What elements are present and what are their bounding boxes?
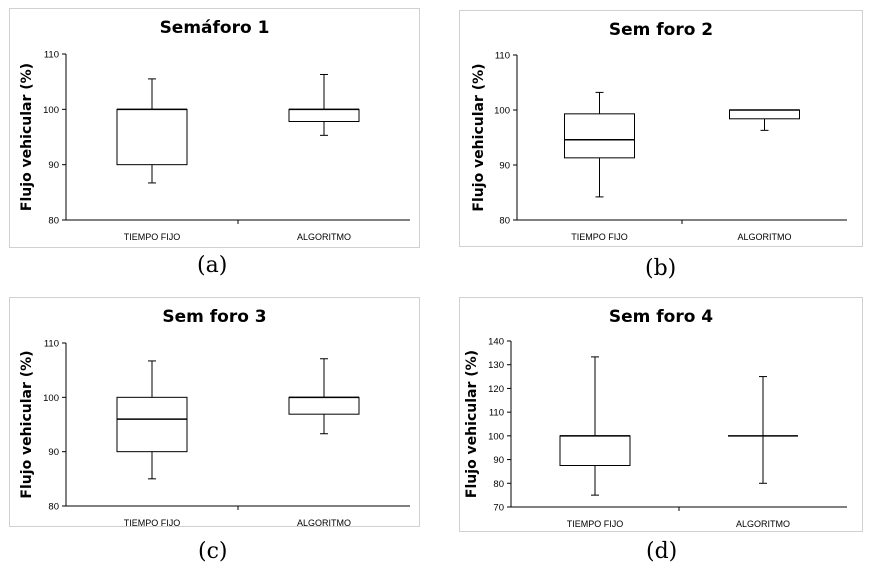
y-tick-label: 110	[44, 50, 59, 61]
y-tick-label: 80	[48, 216, 59, 227]
y-tick-label: 90	[48, 160, 59, 171]
x-category-label: ALGORITMO	[736, 519, 790, 529]
y-axis-label: Flujo vehicular (%)	[471, 63, 487, 211]
box-plot-algoritmo	[288, 73, 360, 136]
box-plot-tiempo-fijo	[116, 78, 188, 184]
x-category-label: TIEMPO FIJO	[567, 519, 624, 529]
iqr-box	[564, 113, 635, 159]
y-tick-label: 110	[44, 339, 59, 350]
chart-frame	[459, 297, 863, 532]
y-tick-label: 100	[43, 393, 59, 404]
y-tick-label: 120	[488, 384, 504, 395]
chart-panel-2: Sem foro 2 Flujo vehicular (%) 80 90 100 110 T…	[459, 10, 863, 247]
chart-panel-4: Sem foro 4 Flujo vehicular (%) 70 80 90 100 11…	[459, 297, 863, 532]
panel-caption-d: (d)	[646, 539, 678, 564]
y-tick-label: 110	[495, 51, 510, 62]
chart-frame	[459, 10, 863, 247]
y-axis-label: Flujo vehicular (%)	[19, 350, 35, 498]
iqr-box	[559, 435, 631, 467]
panel-caption-c: (c)	[198, 539, 228, 564]
y-tick-label: 110	[489, 408, 504, 419]
x-category-label: ALGORITMO	[737, 232, 791, 242]
box-plot-semaforo-1: Semáforo 1 Flujo vehicular (%) 80 90 100 110 T…	[9, 8, 420, 248]
y-tick-label: 90	[493, 455, 504, 466]
y-tick-label: 80	[499, 216, 510, 227]
box-plot-algoritmo	[728, 376, 798, 484]
box-plot-semaforo-4: Sem foro 4 Flujo vehicular (%) 70 80 90 100 11…	[459, 297, 863, 532]
box-plot-semaforo-3: Sem foro 3 Flujo vehicular (%) 80 90 100 110 T…	[9, 297, 420, 528]
y-tick-label: 90	[499, 161, 510, 172]
y-tick-label: 80	[48, 502, 59, 513]
panel-caption-a: (a)	[197, 253, 228, 278]
y-axis-label: Flujo vehicular (%)	[19, 63, 35, 211]
chart-panel-1: Semáforo 1 Flujo vehicular (%) 80 90 100 110 T…	[9, 8, 420, 248]
iqr-box	[288, 396, 360, 415]
y-tick-label: 100	[494, 106, 510, 117]
iqr-box	[729, 109, 800, 120]
chart-frame	[9, 297, 420, 527]
x-category-label: ALGORITMO	[297, 518, 351, 528]
chart-panel-3: Sem foro 3 Flujo vehicular (%) 80 90 100 110 T…	[9, 297, 420, 528]
box-plot-tiempo-fijo	[116, 360, 188, 480]
box-plot-tiempo-fijo	[559, 356, 631, 496]
y-tick-label: 80	[493, 479, 504, 490]
chart-title: Semáforo 1	[160, 18, 270, 38]
box-plot-tiempo-fijo	[564, 91, 635, 198]
x-category-label: TIEMPO FIJO	[124, 518, 181, 528]
y-tick-label: 90	[48, 447, 59, 458]
y-tick-label: 70	[493, 503, 504, 514]
x-category-label: ALGORITMO	[297, 232, 351, 242]
x-category-label: TIEMPO FIJO	[571, 232, 628, 242]
y-tick-label: 100	[488, 431, 504, 442]
y-axis-label: Flujo vehicular (%)	[464, 350, 480, 498]
panel-caption-b: (b)	[645, 256, 677, 281]
y-tick-label: 130	[488, 360, 504, 371]
iqr-box	[116, 396, 188, 453]
y-tick-label: 140	[488, 337, 504, 348]
box-plot-algoritmo	[729, 109, 800, 131]
box-plot-algoritmo	[288, 358, 360, 435]
iqr-box	[116, 108, 188, 166]
iqr-box	[288, 108, 360, 123]
chart-title: Sem foro 3	[162, 307, 266, 327]
chart-title: Sem foro 4	[609, 307, 713, 327]
chart-title: Sem foro 2	[609, 20, 713, 40]
x-category-label: TIEMPO FIJO	[124, 232, 181, 242]
chart-frame	[9, 8, 420, 248]
box-plot-semaforo-2: Sem foro 2 Flujo vehicular (%) 80 90 100 110 T…	[459, 10, 863, 247]
y-tick-label: 100	[43, 105, 59, 116]
